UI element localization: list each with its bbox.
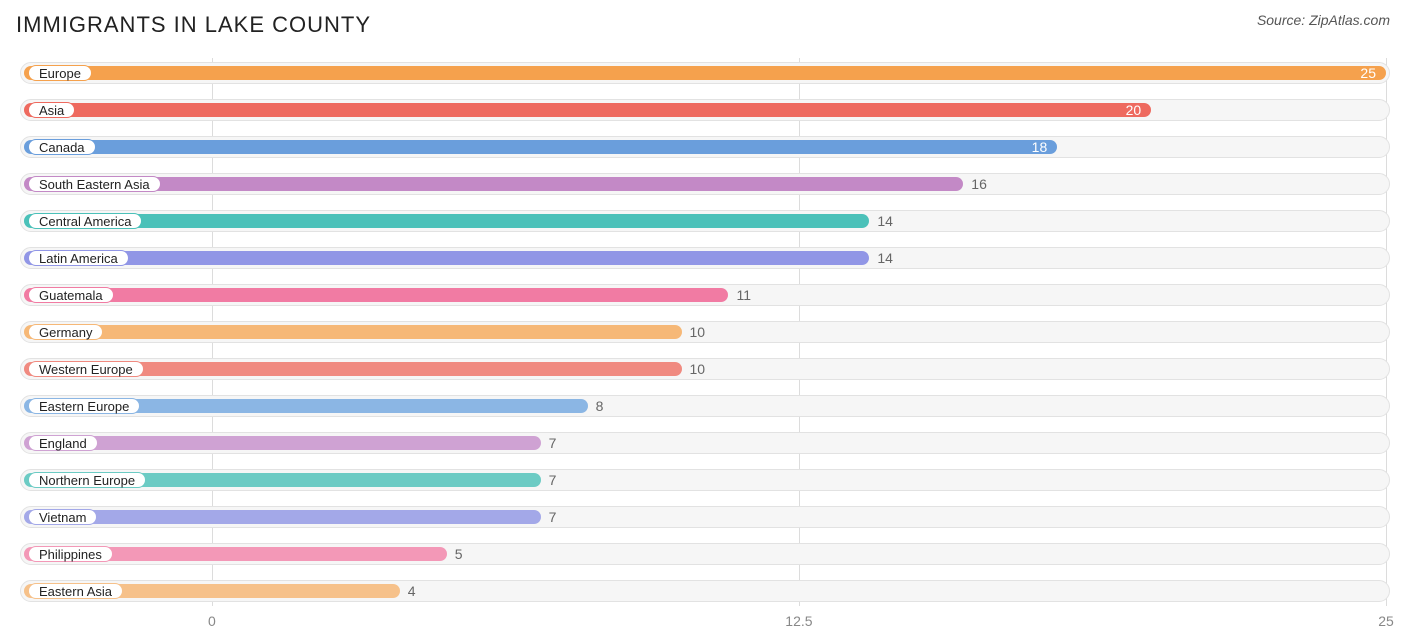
bar-value-label: 5 <box>455 546 463 562</box>
bar <box>24 140 1057 154</box>
bar <box>24 177 963 191</box>
chart-rows: Europe 25 Asia 20 Canada 18 South Eastern Asia… <box>20 58 1390 606</box>
bar-value-label: 7 <box>549 472 557 488</box>
bar-value-label: 11 <box>736 287 751 303</box>
bar-row: Central America 14 <box>20 206 1390 236</box>
bar-category-pill: Latin America <box>28 250 129 266</box>
bar-row: England 7 <box>20 428 1390 458</box>
bar-value-label: 7 <box>549 435 557 451</box>
chart-header: IMMIGRANTS IN LAKE COUNTY Source: ZipAtl… <box>16 12 1390 38</box>
bar-row: Eastern Europe 8 <box>20 391 1390 421</box>
bar <box>24 251 869 265</box>
x-tick-label: 25 <box>1378 613 1394 629</box>
bar-value-label: 8 <box>596 398 604 414</box>
bar <box>24 436 541 450</box>
chart-source: Source: ZipAtlas.com <box>1257 12 1390 28</box>
bar-category-pill: Asia <box>28 102 75 118</box>
bar-value-label: 20 <box>1126 102 1142 118</box>
bar-row: Guatemala 11 <box>20 280 1390 310</box>
bar-row: Vietnam 7 <box>20 502 1390 532</box>
bar-row: Latin America 14 <box>20 243 1390 273</box>
bar-value-label: 7 <box>549 509 557 525</box>
bar-value-label: 10 <box>690 324 706 340</box>
bar <box>24 325 682 339</box>
bar-value-label: 25 <box>1360 65 1376 81</box>
bar <box>24 288 728 302</box>
x-tick-label: 0 <box>208 613 216 629</box>
bar <box>24 214 869 228</box>
bar <box>24 66 1386 80</box>
bar-row: Northern Europe 7 <box>20 465 1390 495</box>
bar <box>24 510 541 524</box>
bar-row: Asia 20 <box>20 95 1390 125</box>
bar-category-pill: Eastern Europe <box>28 398 140 414</box>
chart-plot-area: Europe 25 Asia 20 Canada 18 South Eastern Asia… <box>20 58 1390 637</box>
bar-category-pill: South Eastern Asia <box>28 176 161 192</box>
x-axis: 012.525 <box>20 613 1390 637</box>
bar-row: Philippines 5 <box>20 539 1390 569</box>
bar-row: Germany 10 <box>20 317 1390 347</box>
bar-category-pill: Central America <box>28 213 142 229</box>
bar-value-label: 18 <box>1032 139 1048 155</box>
bar-value-label: 16 <box>971 176 987 192</box>
bar-category-pill: Vietnam <box>28 509 97 525</box>
bar-value-label: 4 <box>408 583 416 599</box>
bar-value-label: 14 <box>877 250 893 266</box>
bar-value-label: 10 <box>690 361 706 377</box>
x-tick-label: 12.5 <box>785 613 812 629</box>
bar-category-pill: Western Europe <box>28 361 144 377</box>
bar-row: Europe 25 <box>20 58 1390 88</box>
bar-row: South Eastern Asia 16 <box>20 169 1390 199</box>
bar-category-pill: Canada <box>28 139 96 155</box>
bar-category-pill: England <box>28 435 98 451</box>
bar-row: Western Europe 10 <box>20 354 1390 384</box>
bar-row: Canada 18 <box>20 132 1390 162</box>
bar-category-pill: Philippines <box>28 546 113 562</box>
bar-category-pill: Northern Europe <box>28 472 146 488</box>
chart-title: IMMIGRANTS IN LAKE COUNTY <box>16 12 371 38</box>
bar-category-pill: Europe <box>28 65 92 81</box>
bar-category-pill: Germany <box>28 324 103 340</box>
bar-category-pill: Guatemala <box>28 287 114 303</box>
bar-row: Eastern Asia 4 <box>20 576 1390 606</box>
bar <box>24 103 1151 117</box>
bar-category-pill: Eastern Asia <box>28 583 123 599</box>
bar-value-label: 14 <box>877 213 893 229</box>
